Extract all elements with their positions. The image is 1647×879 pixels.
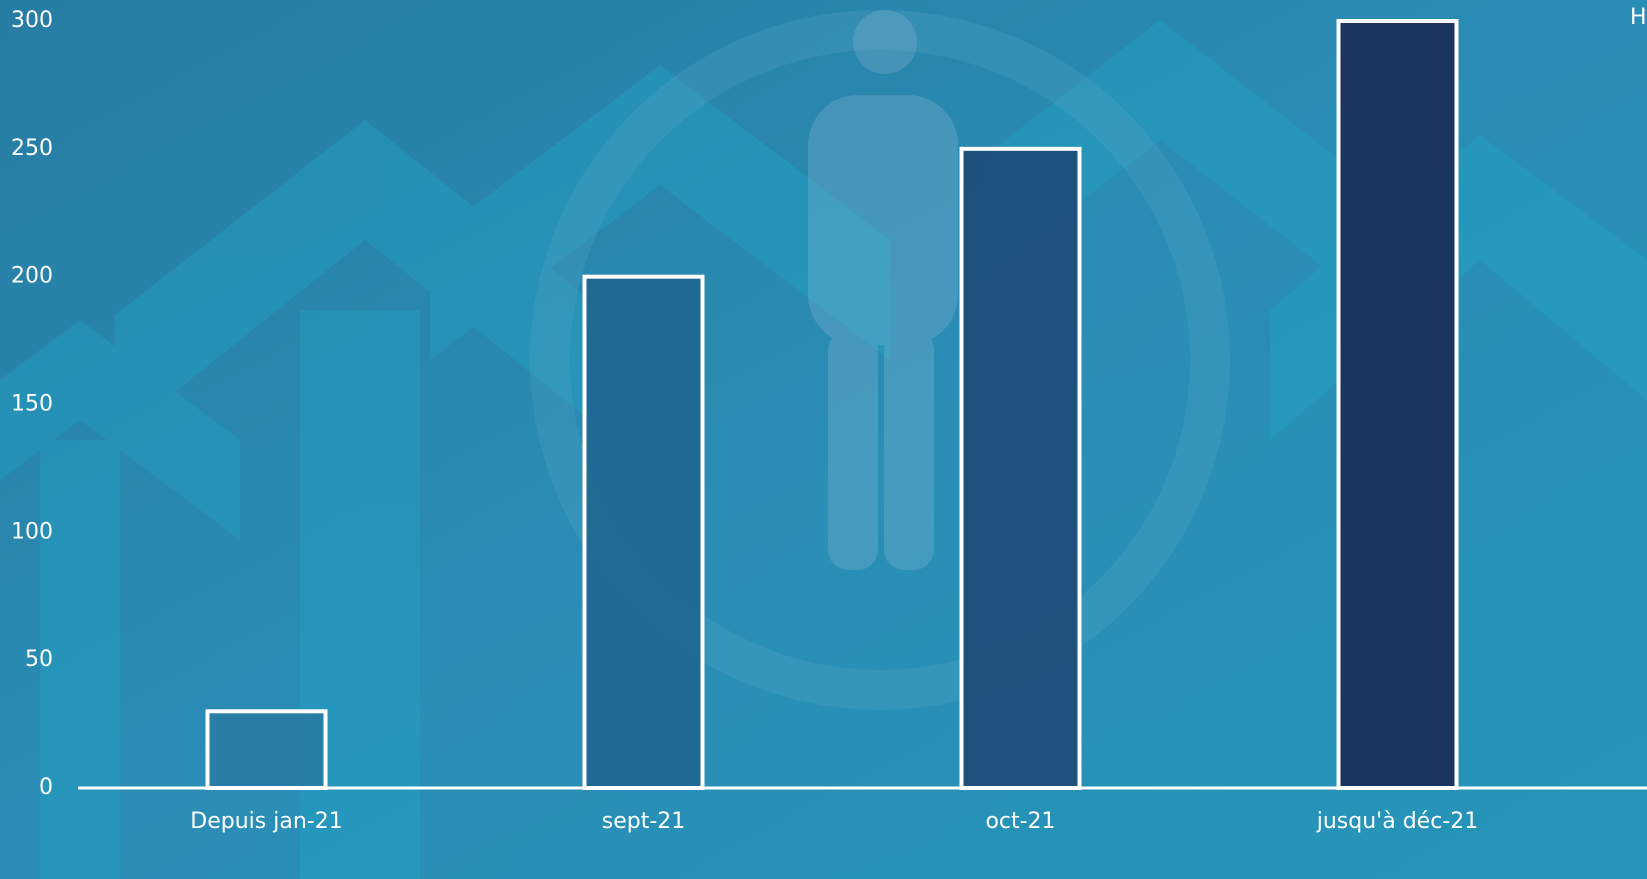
y-tick-label: 250 <box>11 136 53 161</box>
y-tick-label: 200 <box>11 264 53 289</box>
x-tick-label: sept-21 <box>602 809 686 834</box>
y-tick-label: 50 <box>25 647 53 672</box>
y-tick-label: 150 <box>11 392 53 417</box>
x-tick-label: oct-21 <box>985 809 1055 834</box>
bar <box>208 711 326 788</box>
bar <box>1339 21 1457 788</box>
bar <box>585 277 703 788</box>
y-tick-label: 0 <box>39 775 53 800</box>
bar <box>962 149 1080 788</box>
x-tick-label: jusqu'à déc-21 <box>1316 809 1478 834</box>
chart-title: H <box>1630 5 1647 30</box>
x-tick-label: Depuis jan-21 <box>190 809 342 834</box>
chart: H 0 50 100 150 200 250 300 Depuis jan-21 sept-21… <box>0 0 1647 879</box>
y-tick-label: 300 <box>11 8 53 33</box>
y-tick-label: 100 <box>11 519 53 544</box>
